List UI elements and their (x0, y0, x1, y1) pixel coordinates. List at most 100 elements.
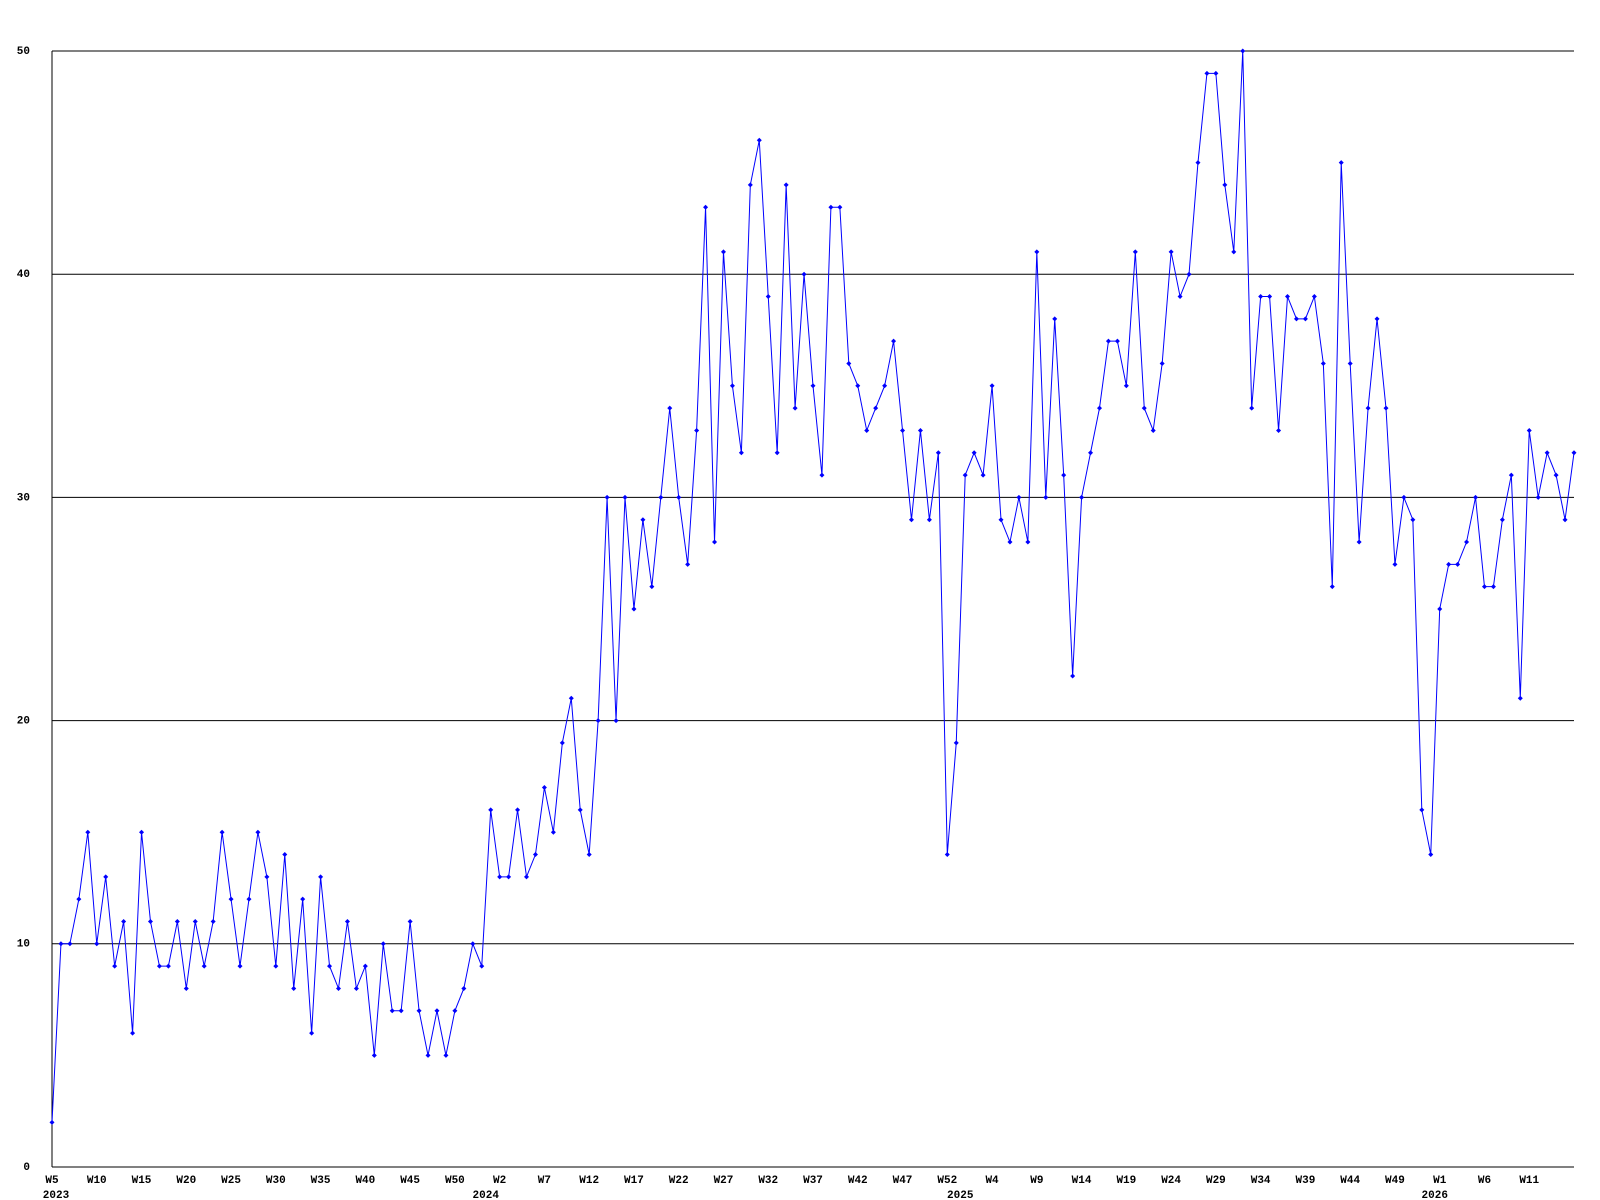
y-tick-label: 30 (17, 492, 30, 504)
data-point (640, 517, 646, 523)
data-point (1186, 271, 1192, 277)
data-point (738, 450, 744, 456)
data-point (989, 383, 995, 389)
x-tick-label: W52 (937, 1175, 957, 1187)
x-tick-label: W17 (624, 1175, 644, 1187)
data-point (156, 963, 162, 969)
data-point (1213, 70, 1219, 76)
data-point (1464, 539, 1470, 545)
data-point (613, 718, 619, 724)
data-point (1544, 450, 1550, 456)
data-point (837, 204, 843, 210)
data-point (497, 874, 503, 880)
x-tick-label: W4 (985, 1175, 999, 1187)
x-year-label: 2023 (43, 1190, 70, 1200)
data-point (1276, 427, 1282, 433)
y-tick-label: 40 (17, 269, 30, 281)
data-point (586, 852, 592, 858)
x-tick-label: W29 (1206, 1175, 1226, 1187)
data-point (407, 918, 413, 924)
x-year-label: 2024 (473, 1190, 500, 1200)
data-point (255, 829, 261, 835)
x-tick-label: W42 (848, 1175, 868, 1187)
x-tick-label: W25 (221, 1175, 241, 1187)
data-point (1007, 539, 1013, 545)
data-point (1096, 405, 1102, 411)
data-point (846, 360, 852, 366)
data-point (1481, 584, 1487, 590)
data-point (882, 383, 888, 389)
data-point (667, 405, 673, 411)
data-point (76, 896, 82, 902)
data-point (49, 1119, 55, 1125)
data-point (1025, 539, 1031, 545)
data-point (1508, 472, 1514, 478)
data-point (309, 1030, 315, 1036)
data-point (344, 918, 350, 924)
x-tick-label: W6 (1478, 1175, 1491, 1187)
data-point (1455, 561, 1461, 567)
data-point (953, 740, 959, 746)
data-point (1365, 405, 1371, 411)
data-point (550, 829, 556, 835)
data-line (51, 50, 1575, 1123)
data-point (1401, 494, 1407, 500)
data-point (1419, 807, 1425, 813)
data-point (1222, 182, 1228, 188)
data-point (703, 204, 709, 210)
data-point (568, 695, 574, 701)
data-point (121, 918, 127, 924)
data-point (729, 383, 735, 389)
data-point (926, 517, 932, 523)
data-point (577, 807, 583, 813)
data-point (1150, 427, 1156, 433)
data-point (1320, 360, 1326, 366)
data-point (165, 963, 171, 969)
data-point (147, 918, 153, 924)
data-point (452, 1008, 458, 1014)
x-tick-label: W9 (1030, 1175, 1043, 1187)
data-point (917, 427, 923, 433)
data-point (380, 941, 386, 947)
x-tick-label: W47 (893, 1175, 913, 1187)
data-point (371, 1052, 377, 1058)
data-point (747, 182, 753, 188)
data-point (1571, 450, 1577, 456)
data-point (1177, 294, 1183, 300)
data-point (1034, 249, 1040, 255)
x-tick-label: W22 (669, 1175, 689, 1187)
data-point (398, 1008, 404, 1014)
data-point (112, 963, 118, 969)
data-point (1195, 160, 1201, 166)
data-point (1159, 360, 1165, 366)
data-point (94, 941, 100, 947)
x-tick-label: W2 (493, 1175, 506, 1187)
x-tick-label: W1 (1433, 1175, 1447, 1187)
x-tick-label: W40 (355, 1175, 375, 1187)
data-point (219, 829, 225, 835)
data-point (58, 941, 64, 947)
x-tick-label: W45 (400, 1175, 420, 1187)
data-point (443, 1052, 449, 1058)
y-tick-label: 20 (17, 716, 30, 728)
data-point (720, 249, 726, 255)
data-point (1329, 584, 1335, 590)
data-point (891, 338, 897, 344)
x-tick-label: W11 (1519, 1175, 1539, 1187)
x-tick-label: W35 (311, 1175, 331, 1187)
data-point (1562, 517, 1568, 523)
data-point (756, 137, 762, 143)
data-point (873, 405, 879, 411)
data-point (801, 271, 807, 277)
x-tick-label: W30 (266, 1175, 286, 1187)
x-tick-label: W5 (45, 1175, 59, 1187)
data-point (210, 918, 216, 924)
data-point (1168, 249, 1174, 255)
data-point (1526, 427, 1532, 433)
data-point (1079, 494, 1085, 500)
data-point (541, 785, 547, 791)
data-point (649, 584, 655, 590)
data-point (1114, 338, 1120, 344)
x-tick-label: W34 (1251, 1175, 1271, 1187)
